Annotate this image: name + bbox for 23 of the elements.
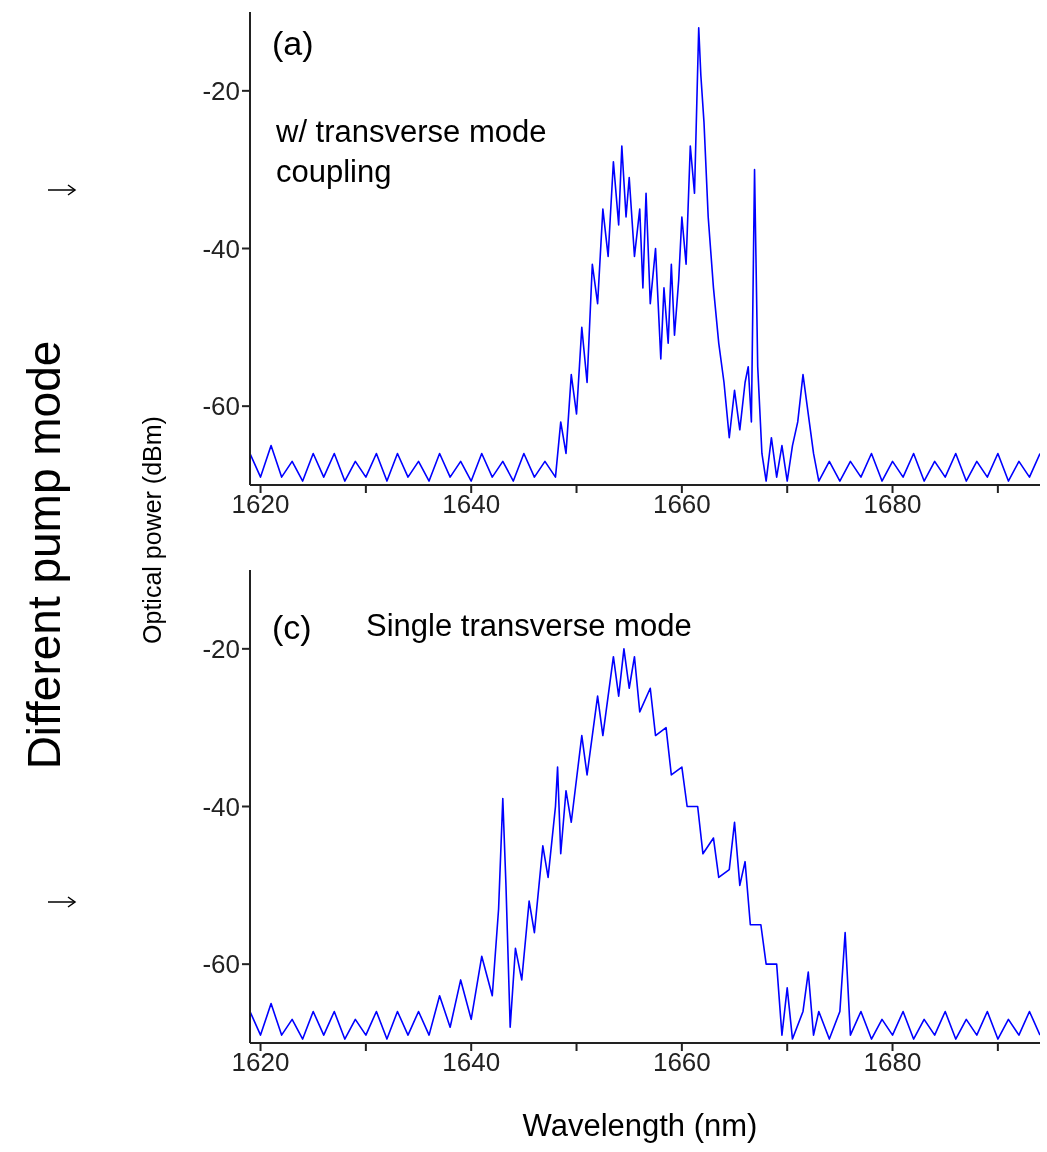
line-series (250, 26, 1040, 482)
y-tick-label: -20 (202, 76, 240, 107)
annotation: w/ transverse mode coupling (276, 113, 548, 191)
x-tick-label: 1640 (442, 1047, 501, 1078)
y-tick-label: -60 (202, 949, 240, 980)
x-tick-label: 1620 (231, 489, 290, 520)
text: Different pump mode (17, 340, 71, 770)
annotation: Single transverse mode (366, 608, 692, 644)
y-tick-label: -40 (202, 233, 240, 264)
x-tick-label: 1680 (863, 489, 922, 520)
x-tick-label: 1620 (231, 1047, 290, 1078)
annotation: (a) (272, 24, 314, 63)
annotation: (c) (272, 608, 312, 647)
y-tick-label: -60 (202, 391, 240, 422)
line-series (250, 648, 1040, 1040)
x-tick-label: 1660 (652, 489, 711, 520)
y-axis-title: Optical power (dBm) (137, 416, 167, 644)
x-tick-label: 1640 (442, 489, 501, 520)
y-tick-label: -20 (202, 634, 240, 665)
x-tick-label: 1680 (863, 1047, 922, 1078)
x-axis-title: Wavelength (nm) (522, 1108, 758, 1144)
y-tick-label: -40 (202, 791, 240, 822)
x-tick-label: 1660 (652, 1047, 711, 1078)
